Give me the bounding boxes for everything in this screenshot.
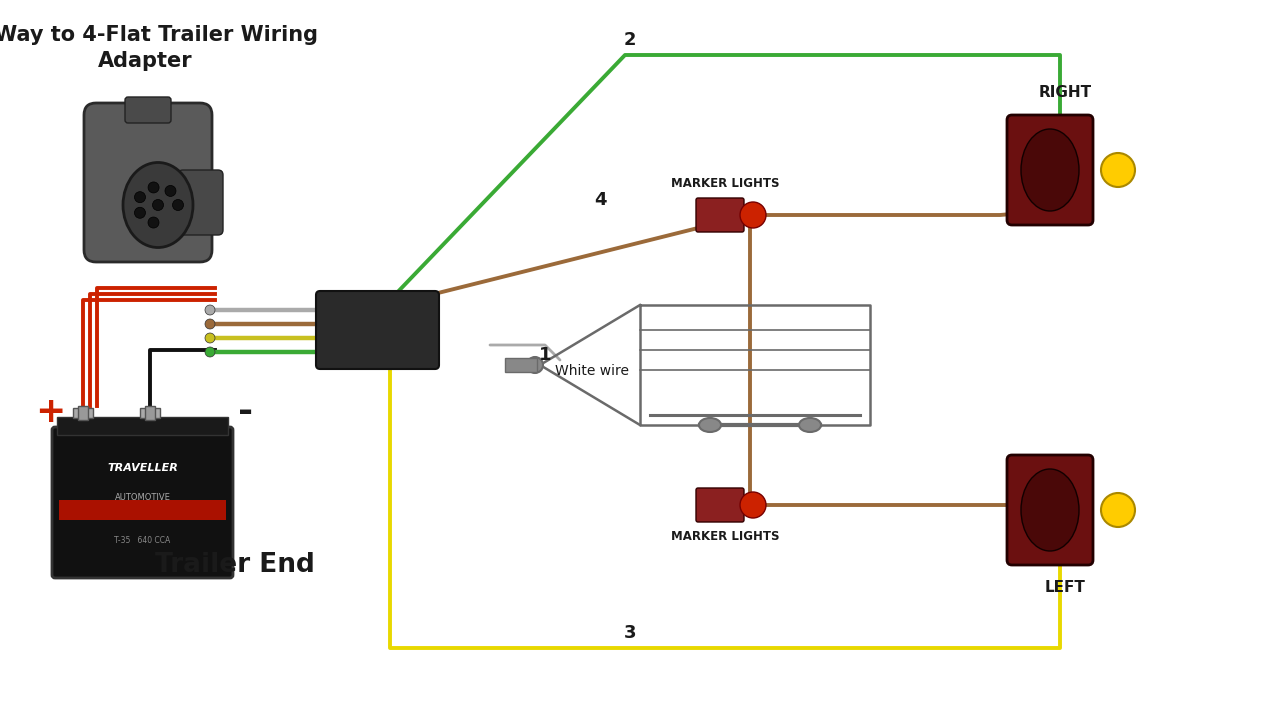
Text: 7-Way to 4-Flat Trailer Wiring
Adapter: 7-Way to 4-Flat Trailer Wiring Adapter <box>0 25 317 71</box>
Ellipse shape <box>699 418 721 432</box>
Text: +: + <box>35 395 65 429</box>
Circle shape <box>148 182 159 193</box>
FancyBboxPatch shape <box>316 291 439 369</box>
FancyBboxPatch shape <box>696 198 744 232</box>
Text: LEFT: LEFT <box>1044 580 1085 595</box>
Circle shape <box>740 202 765 228</box>
Circle shape <box>148 217 159 228</box>
Bar <box>58 417 228 435</box>
FancyBboxPatch shape <box>125 97 172 123</box>
Circle shape <box>740 492 765 518</box>
Bar <box>59 500 227 520</box>
Circle shape <box>527 357 543 373</box>
FancyBboxPatch shape <box>178 170 223 235</box>
Bar <box>506 358 538 372</box>
Circle shape <box>205 333 215 343</box>
FancyBboxPatch shape <box>696 488 744 522</box>
Text: T-35   640 CCA: T-35 640 CCA <box>114 536 170 545</box>
Text: -: - <box>238 395 253 429</box>
Bar <box>73 408 93 418</box>
Text: RIGHT: RIGHT <box>1038 85 1092 100</box>
Text: MARKER LIGHTS: MARKER LIGHTS <box>671 530 780 543</box>
Circle shape <box>134 192 146 202</box>
Circle shape <box>205 319 215 329</box>
FancyBboxPatch shape <box>52 427 233 578</box>
Ellipse shape <box>1021 469 1079 551</box>
FancyBboxPatch shape <box>1007 455 1093 565</box>
Ellipse shape <box>1021 129 1079 211</box>
Circle shape <box>1101 493 1135 527</box>
Text: 1: 1 <box>539 346 552 364</box>
Circle shape <box>152 199 164 210</box>
Bar <box>140 408 160 418</box>
Text: MARKER LIGHTS: MARKER LIGHTS <box>671 177 780 190</box>
Ellipse shape <box>123 163 193 248</box>
Circle shape <box>165 186 175 197</box>
Text: TRAVELLER: TRAVELLER <box>108 463 178 472</box>
Bar <box>145 406 155 420</box>
Text: Trailer End: Trailer End <box>155 552 315 578</box>
FancyBboxPatch shape <box>84 103 212 262</box>
Text: White wire: White wire <box>556 364 628 378</box>
Text: 3: 3 <box>623 624 636 642</box>
Circle shape <box>205 347 215 357</box>
Ellipse shape <box>799 418 820 432</box>
Text: 2: 2 <box>623 31 636 49</box>
FancyBboxPatch shape <box>1007 115 1093 225</box>
Circle shape <box>1101 153 1135 187</box>
Circle shape <box>134 207 146 218</box>
Bar <box>78 406 88 420</box>
Circle shape <box>173 199 183 210</box>
Text: 4: 4 <box>594 191 607 209</box>
Text: AUTOMOTIVE: AUTOMOTIVE <box>115 492 170 502</box>
Circle shape <box>205 305 215 315</box>
